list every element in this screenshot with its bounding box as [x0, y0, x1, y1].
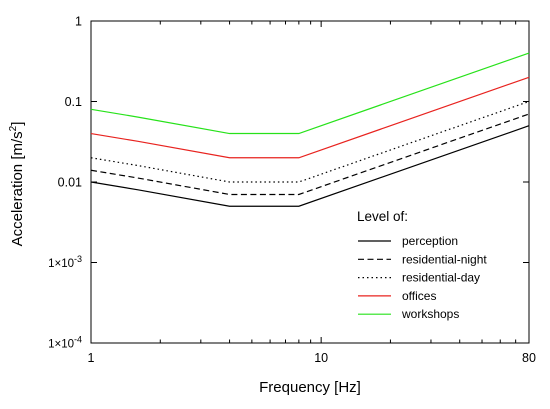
legend-label-residential-day: residential-day: [402, 271, 480, 285]
legend-label-offices: offices: [402, 289, 436, 303]
y-tick-mantissa: 1×10: [48, 339, 74, 351]
legend: Level of: perception residential-night res…: [357, 209, 487, 321]
y-axis-title-main: Acceleration [m/s: [9, 131, 26, 246]
series-line-perception: [90, 125, 530, 207]
y-tick-label: 1×10-3: [48, 254, 82, 270]
y-tick-label: 0.01: [58, 176, 82, 190]
y-axis-title-sup: 2: [8, 125, 19, 131]
series-line-offices: [90, 76, 530, 159]
y-tick-mantissa: 1×10: [48, 258, 74, 270]
series-line-workshops: [90, 52, 530, 135]
y-tick-exponent: -4: [74, 335, 82, 345]
x-axis-title: Frequency [Hz]: [259, 379, 361, 396]
series-layer: [90, 52, 530, 207]
x-tick-label: 10: [314, 351, 328, 365]
y-tick-label: 1×10-4: [48, 335, 82, 351]
x-tick-label: 80: [522, 351, 536, 365]
y-axis-title: Acceleration [m/s2]: [8, 122, 26, 247]
y-axis-title-end: ]: [9, 122, 26, 126]
legend-label-residential-night: residential-night: [402, 252, 487, 266]
y-tick-label: 0.1: [65, 95, 82, 109]
x-tick-label: 1: [88, 351, 95, 365]
legend-label-workshops: workshops: [401, 307, 459, 321]
legend-label-perception: perception: [402, 234, 458, 248]
y-tick-exponent: -3: [74, 254, 82, 264]
series-line-residential-day: [90, 100, 530, 183]
y-tick-label: 1: [75, 15, 82, 29]
legend-title: Level of:: [357, 209, 408, 224]
series-line-residential-night: [90, 113, 530, 196]
